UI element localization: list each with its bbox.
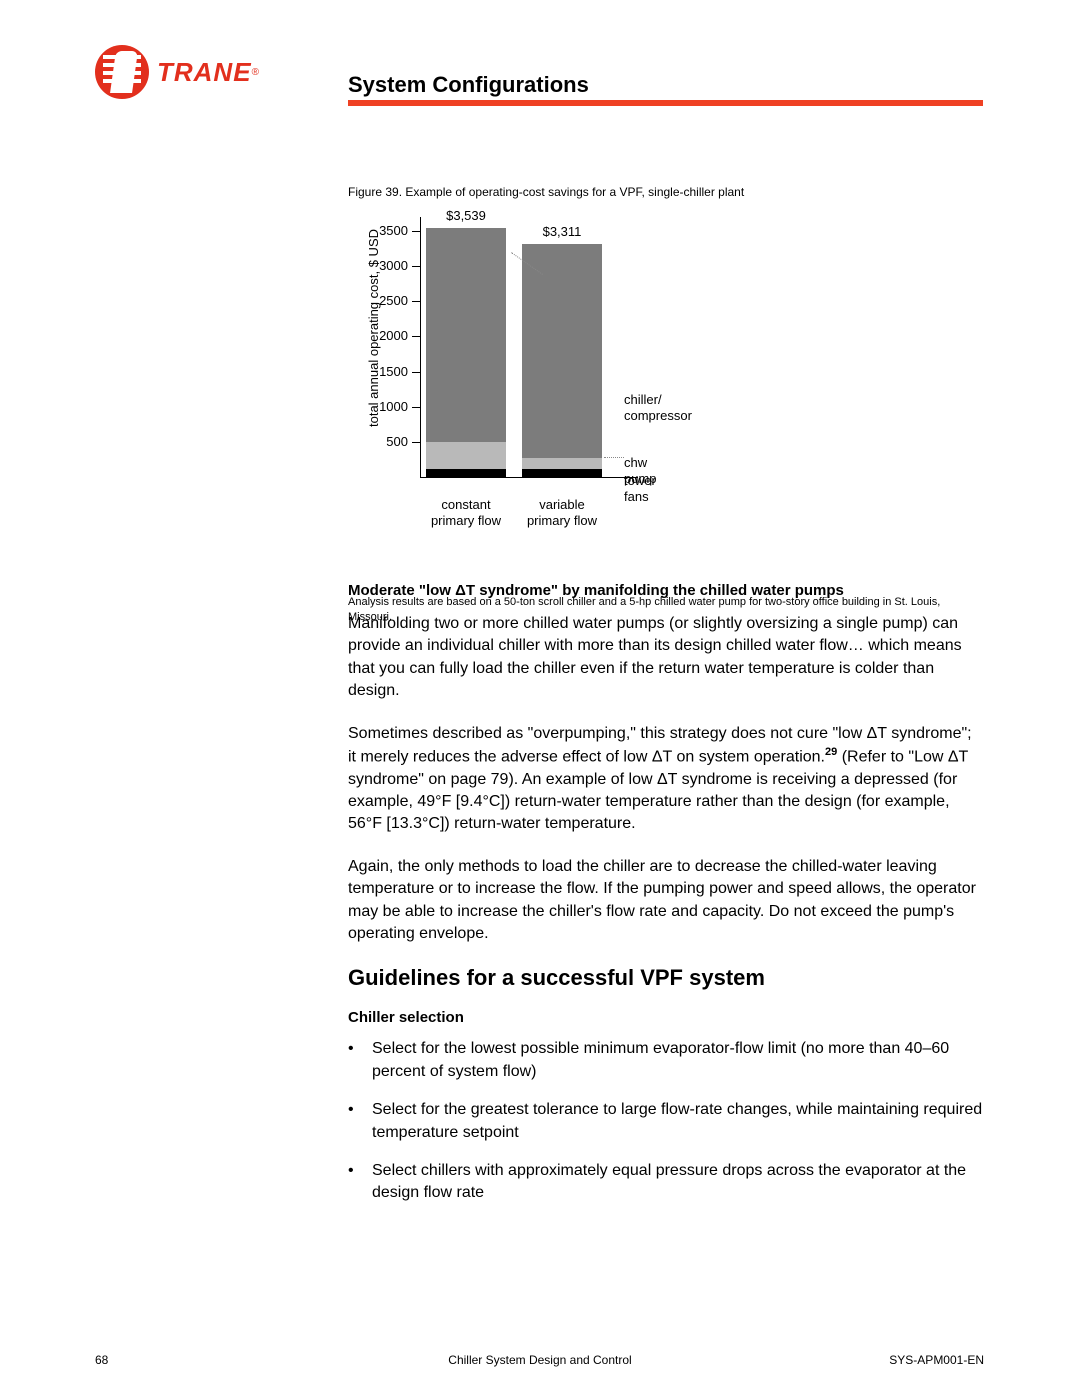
plot-area: $3,539constantprimary flow$3,311variable…	[410, 217, 670, 477]
body-content: Moderate "low ΔT syndrome" by manifoldin…	[348, 582, 983, 1221]
subheading-manifold: Moderate "low ΔT syndrome" by manifoldin…	[348, 582, 983, 599]
section-title: System Configurations	[348, 72, 589, 98]
legend-label: chiller/compressor	[624, 392, 692, 423]
x-axis	[420, 477, 638, 478]
heading-guidelines: Guidelines for a successful VPF system	[348, 965, 983, 991]
y-tick-label: 500	[348, 434, 408, 449]
y-tick-label: 2000	[348, 328, 408, 343]
bar-total-label: $3,311	[522, 224, 602, 239]
legend-label: tower fans	[624, 473, 670, 504]
bar-0: $3,539	[426, 228, 506, 477]
y-tick-label: 3500	[348, 223, 408, 238]
bullet-list: Select for the lowest possible minimum e…	[348, 1038, 983, 1204]
y-tick-label: 1000	[348, 399, 408, 414]
bar-total-label: $3,539	[426, 208, 506, 223]
y-tick-label: 1500	[348, 364, 408, 379]
bullet-item: Select for the greatest tolerance to lar…	[372, 1099, 983, 1144]
bar-segment	[522, 469, 602, 477]
bullet-item: Select for the lowest possible minimum e…	[372, 1038, 983, 1083]
bar-chart: total annual operating cost, $ USD 50010…	[348, 207, 983, 537]
brand-logo: TRANE®	[95, 45, 259, 99]
footnote-ref: 29	[825, 746, 837, 758]
figure-39: Figure 39. Example of operating-cost sav…	[348, 185, 983, 625]
bar-x-label: variableprimary flow	[512, 497, 612, 528]
bullet-item: Select chillers with approximately equal…	[372, 1160, 983, 1205]
bar-x-label: constantprimary flow	[416, 497, 516, 528]
trane-circle-icon	[95, 45, 149, 99]
y-tick-label: 3000	[348, 258, 408, 273]
bar-segment	[426, 469, 506, 477]
paragraph-3: Again, the only methods to load the chil…	[348, 856, 983, 946]
header-rule	[348, 100, 983, 106]
bar-segment	[426, 442, 506, 469]
bar-1: $3,311	[522, 244, 602, 477]
y-tick-label: 2500	[348, 293, 408, 308]
subheading-chiller-selection: Chiller selection	[348, 1009, 983, 1026]
brand-name: TRANE	[157, 57, 252, 88]
paragraph-2: Sometimes described as "overpumping," th…	[348, 723, 983, 836]
figure-caption: Figure 39. Example of operating-cost sav…	[348, 185, 983, 199]
bar-segment	[426, 228, 506, 442]
paragraph-1: Manifolding two or more chilled water pu…	[348, 613, 983, 703]
footer-doc-id: SYS-APM001-EN	[889, 1353, 984, 1367]
bar-segment	[522, 458, 602, 469]
bar-segment	[522, 244, 602, 458]
